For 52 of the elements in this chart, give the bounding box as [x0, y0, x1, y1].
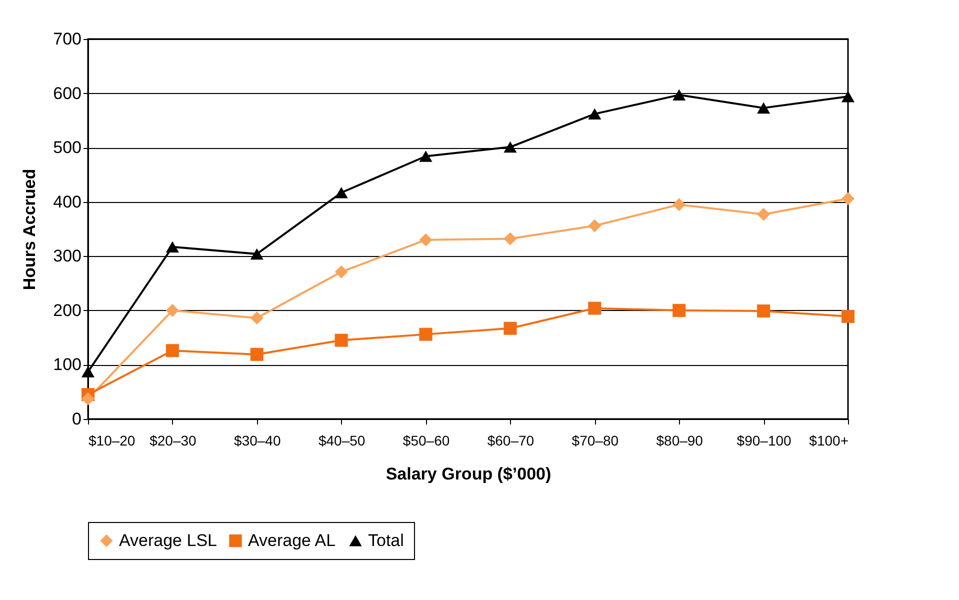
point: [504, 232, 517, 246]
point: [81, 392, 95, 406]
y-tick-label: 100: [53, 355, 82, 374]
legend-label: Average LSL: [119, 530, 217, 550]
y-tick-label: 0: [72, 410, 82, 428]
point: [419, 328, 432, 341]
point: [588, 219, 602, 232]
x-tick-label: $100+: [809, 432, 848, 448]
point: [166, 304, 179, 317]
point: [672, 198, 686, 212]
y-tick-label: 500: [53, 138, 82, 158]
x-tick-label: $40–50: [318, 432, 366, 448]
x-tick-label: $90–100: [736, 432, 792, 448]
legend-label: Total: [368, 530, 404, 550]
point: [757, 304, 770, 318]
point: [419, 233, 432, 246]
y-tick-label: 400: [53, 192, 82, 212]
x-tick-label: $80–90: [656, 432, 704, 448]
point: [334, 186, 348, 198]
legend-label: Average AL: [248, 530, 336, 550]
x-tick-label: $10–20: [88, 432, 136, 448]
point: [757, 208, 770, 221]
x-tick-label: $50–60: [402, 432, 450, 448]
x-tick-label: $30–40: [234, 432, 281, 448]
point: [757, 102, 770, 114]
x-tick-label: $60–70: [487, 432, 534, 448]
y-tick-label: 700: [53, 30, 82, 48]
point: [504, 322, 517, 335]
point: [81, 366, 95, 378]
point: [504, 141, 517, 153]
point: [588, 302, 602, 315]
point: [250, 248, 264, 260]
point: [419, 150, 432, 162]
point: [250, 348, 264, 361]
x-tick-label: $20–30: [150, 432, 197, 448]
point: [672, 89, 686, 101]
point: [334, 265, 348, 278]
point: [841, 192, 855, 206]
point: [166, 344, 179, 358]
y-tick-label: 300: [53, 246, 82, 266]
point: [841, 310, 855, 323]
y-tick-label: 200: [53, 300, 82, 320]
point: [334, 334, 348, 347]
point: [672, 304, 686, 317]
x-tick-label: $70–80: [572, 432, 619, 448]
point: [841, 90, 855, 102]
point: [250, 312, 264, 325]
x-axis-title: Salary Group ($’000): [386, 464, 552, 484]
y-tick-label: 600: [53, 84, 82, 103]
point: [588, 108, 602, 120]
y-axis-title: Hours Accrued: [20, 168, 40, 290]
point: [166, 241, 179, 253]
